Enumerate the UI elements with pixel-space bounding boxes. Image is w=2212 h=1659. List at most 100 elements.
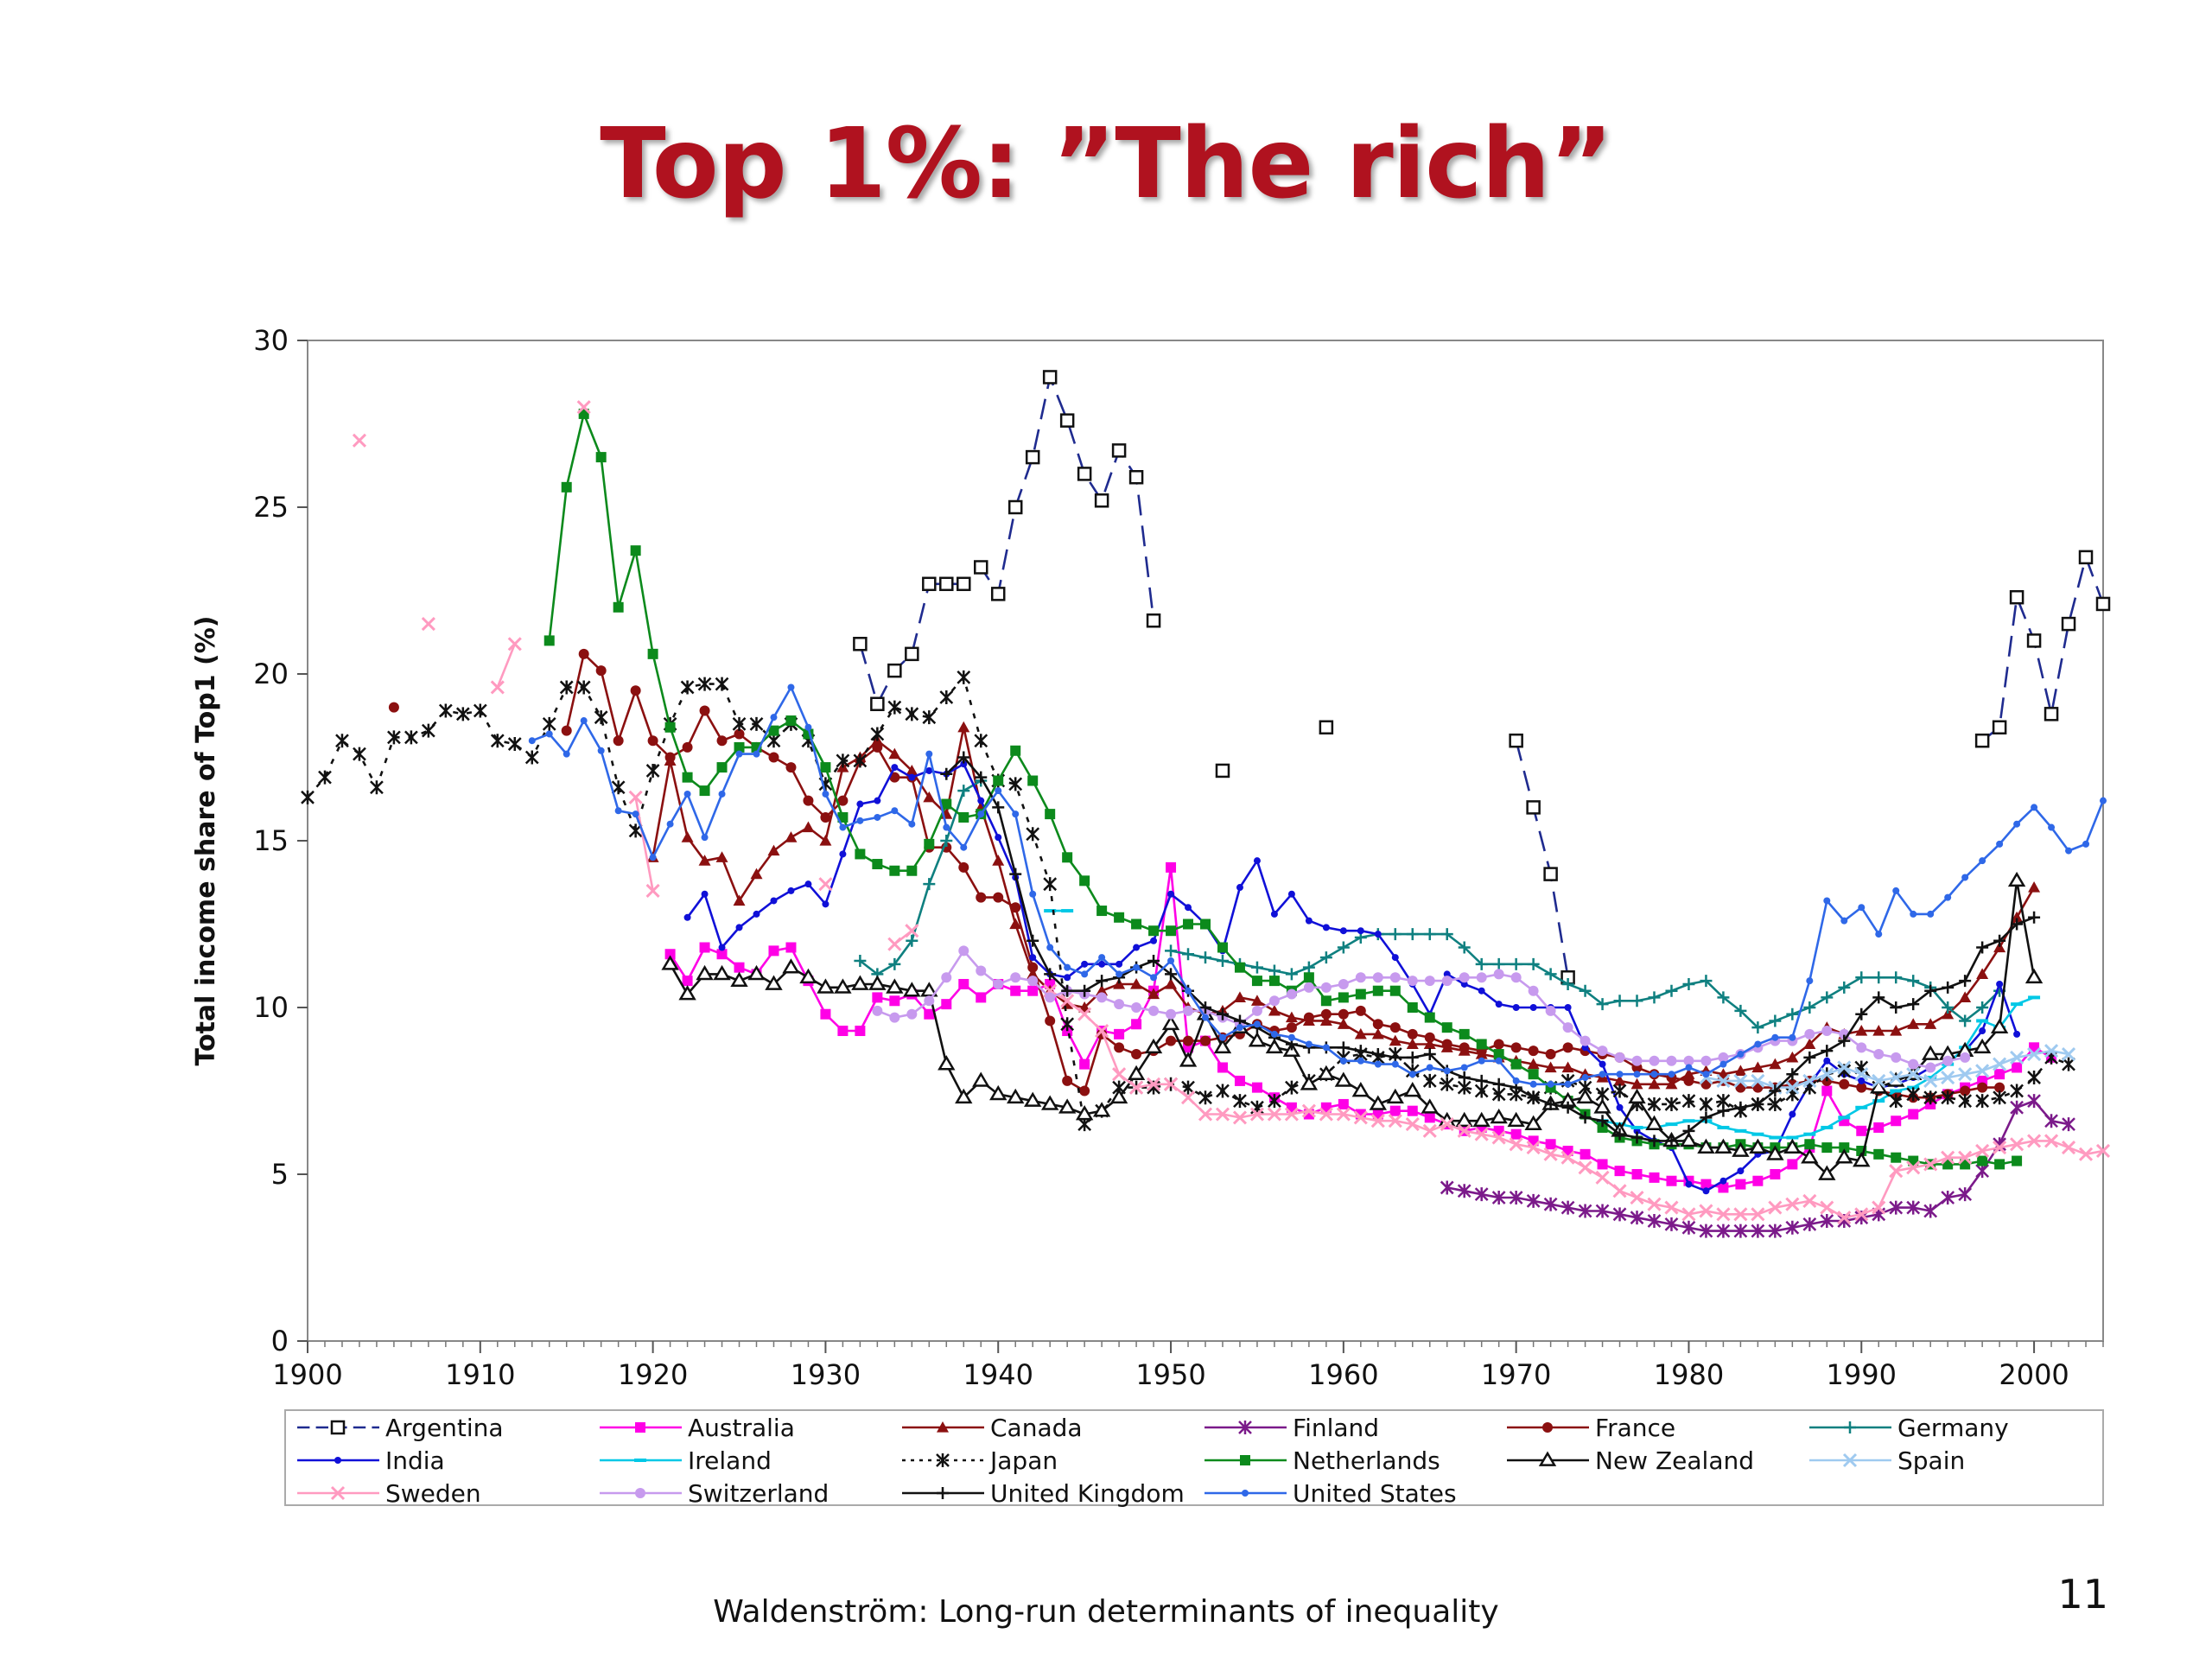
x-tick-label: 2000 — [1999, 1358, 2069, 1391]
data-point — [1545, 1139, 1556, 1150]
data-point — [1783, 1138, 1802, 1154]
data-point — [1700, 1111, 1713, 1124]
series-finland — [1440, 1094, 2075, 1238]
data-point — [1389, 985, 1401, 996]
data-point — [682, 976, 693, 987]
data-point — [1543, 867, 1558, 881]
data-point — [1977, 1155, 1988, 1166]
data-point — [872, 1005, 883, 1016]
data-point — [1576, 1088, 1594, 1104]
data-point — [1996, 980, 2004, 988]
series-line — [945, 756, 2035, 1142]
data-point — [664, 721, 676, 733]
data-point — [1959, 975, 1972, 988]
data-point — [716, 949, 728, 960]
data-point — [735, 750, 743, 758]
data-point — [2061, 1141, 2076, 1155]
data-point — [957, 721, 970, 733]
data-point — [787, 683, 795, 691]
data-point — [1892, 887, 1900, 894]
data-point — [1733, 1073, 1748, 1088]
x-tick-label: 1960 — [1308, 1358, 1378, 1391]
data-point — [1820, 1067, 1834, 1082]
data-point — [1907, 998, 1920, 1011]
data-point — [1647, 1096, 1662, 1111]
data-point — [1993, 1141, 2007, 1155]
data-point — [1460, 980, 1468, 988]
data-point — [1133, 944, 1141, 951]
x-tick-label: 1950 — [1135, 1358, 1205, 1391]
data-point — [1061, 984, 1074, 997]
data-point — [1821, 1026, 1833, 1037]
data-point — [2012, 1062, 2023, 1073]
data-point — [1147, 988, 1160, 1000]
legend-label: Japan — [988, 1446, 1058, 1475]
data-point — [1268, 964, 1281, 977]
data-point — [1183, 1005, 1194, 1016]
data-point — [699, 785, 710, 797]
x-tick-label: 1920 — [618, 1358, 688, 1391]
data-point — [1544, 968, 1557, 981]
series-line — [876, 950, 1966, 1069]
data-point — [1785, 1080, 1800, 1095]
data-point — [1993, 1057, 2007, 1071]
data-point — [1889, 1070, 1904, 1085]
data-point — [1803, 1051, 1816, 1064]
data-point — [1856, 1042, 1867, 1053]
data-point — [1007, 1088, 1025, 1104]
data-point — [1751, 1097, 1764, 1110]
data-point — [715, 677, 729, 691]
data-point — [1512, 1004, 1520, 1011]
data-point — [1114, 1028, 1125, 1039]
data-point — [1648, 1135, 1661, 1147]
data-point — [1872, 1073, 1886, 1088]
data-point — [957, 576, 971, 592]
data-point — [1512, 1077, 1520, 1084]
legend-label: India — [385, 1446, 445, 1475]
data-point — [1426, 1064, 1433, 1071]
data-point — [1838, 981, 1851, 994]
data-point — [1303, 972, 1314, 983]
data-point — [1441, 976, 1452, 987]
data-point — [1336, 1107, 1351, 1122]
x-tick-label: 1940 — [963, 1358, 1033, 1391]
data-point — [1251, 976, 1262, 987]
series-united-states — [528, 683, 2107, 1088]
data-point — [1319, 1107, 1333, 1122]
data-point — [839, 850, 847, 858]
data-point — [1369, 1095, 1387, 1110]
data-point — [1320, 1008, 1332, 1020]
data-point — [611, 780, 626, 795]
data-point — [1218, 1033, 1226, 1041]
data-point — [1460, 1064, 1468, 1071]
data-point — [2027, 1046, 2042, 1062]
data-point — [1059, 413, 1075, 428]
data-point — [1403, 1082, 1421, 1097]
data-point — [1803, 1038, 1816, 1050]
data-point — [1302, 961, 1315, 974]
data-point — [1389, 1022, 1401, 1033]
data-point — [1236, 1024, 1243, 1032]
data-point — [1357, 927, 1364, 935]
data-point — [1027, 962, 1039, 973]
data-point — [1734, 1004, 1747, 1017]
data-point — [1870, 1078, 1888, 1094]
data-point — [1129, 1080, 1144, 1095]
data-point — [1493, 1039, 1504, 1050]
data-point — [906, 764, 918, 776]
data-point — [1768, 1096, 1783, 1111]
data-point — [1613, 995, 1626, 1007]
data-point — [872, 992, 883, 1003]
data-point — [1716, 1073, 1731, 1088]
data-point — [1389, 972, 1401, 983]
data-point — [1339, 1057, 1347, 1065]
data-point — [1599, 1060, 1606, 1068]
data-point — [856, 800, 864, 808]
data-point — [318, 770, 332, 785]
data-point — [2027, 1071, 2041, 1085]
data-point — [713, 964, 731, 981]
data-point — [1560, 1200, 1575, 1215]
data-point — [1924, 1018, 1937, 1029]
data-point — [1478, 1057, 1485, 1065]
data-point — [1769, 1014, 1782, 1027]
